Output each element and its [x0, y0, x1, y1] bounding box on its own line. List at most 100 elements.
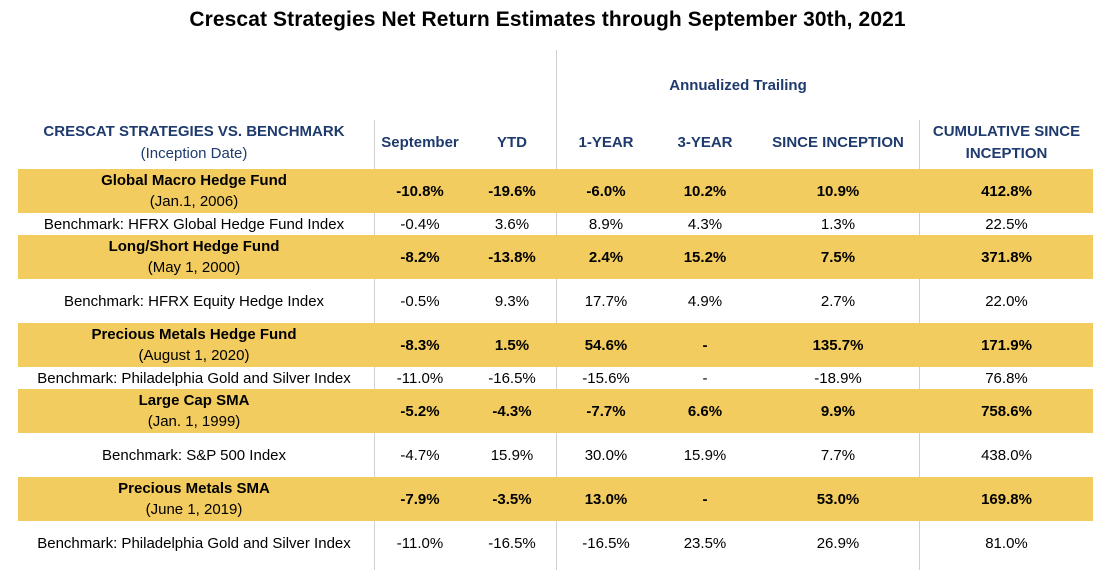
strategy-row: Large Cap SMA (Jan. 1, 1999) -5.2% -4.3% -7.… — [18, 389, 1093, 433]
value-cell: 2.7% — [820, 292, 856, 310]
value-cell: -8.2% — [400, 248, 440, 266]
strategy-name-cell: Long/Short Hedge Fund (May 1, 2000) — [18, 235, 370, 279]
strategy-name-cell: Precious Metals Hedge Fund (August 1, 202… — [18, 323, 370, 367]
value-cell: 4.9% — [687, 292, 723, 310]
header-column-1: September — [381, 134, 459, 151]
value-cell: -10.8% — [396, 182, 444, 200]
benchmark-row: Benchmark: Philadelphia Gold and Silver … — [18, 521, 1093, 565]
value-cell: - — [702, 336, 708, 354]
inception-date: (May 1, 2000) — [147, 259, 241, 276]
value-cell: 22.0% — [985, 292, 1028, 310]
header-column-2: YTD — [497, 134, 527, 151]
value-cell: 81.0% — [985, 534, 1028, 552]
value-cell: 15.2% — [683, 248, 727, 266]
value-cell: 7.5% — [820, 248, 856, 266]
value-cell: 53.0% — [816, 490, 860, 508]
benchmark-name: Benchmark: Philadelphia Gold and Silver … — [37, 369, 351, 387]
value-cell: -6.0% — [586, 182, 626, 200]
header-column-6: CUMULATIVE SINCE INCEPTION — [932, 123, 1081, 162]
value-cell: -7.7% — [586, 402, 626, 420]
value-cell: 15.9% — [490, 446, 534, 464]
value-cell: -16.5% — [488, 534, 536, 552]
benchmark-row: Benchmark: HFRX Global Hedge Fund Index -… — [18, 213, 1093, 235]
value-cell: 15.9% — [683, 446, 727, 464]
value-cell: 6.6% — [687, 402, 723, 420]
benchmark-name: Benchmark: HFRX Equity Hedge Index — [63, 292, 325, 310]
value-cell: 169.8% — [981, 490, 1032, 508]
benchmark-name: Benchmark: S&P 500 Index — [102, 446, 286, 464]
benchmark-name-cell: Benchmark: HFRX Equity Hedge Index — [18, 279, 370, 323]
strategy-name: Precious Metals Hedge Fund — [91, 326, 297, 343]
benchmark-name: Benchmark: HFRX Global Hedge Fund Index — [43, 215, 345, 233]
header-name-label: CRESCAT STRATEGIES VS. BENCHMARK — [43, 123, 345, 140]
inception-date: (Jan.1, 2006) — [149, 193, 239, 210]
value-cell: 412.8% — [981, 182, 1032, 200]
value-cell: -5.2% — [400, 402, 440, 420]
value-cell: 23.5% — [683, 534, 727, 552]
value-cell: -13.8% — [488, 248, 536, 266]
strategy-name-cell: Large Cap SMA (Jan. 1, 1999) — [18, 389, 370, 433]
value-cell: 9.3% — [494, 292, 530, 310]
value-cell: 171.9% — [981, 336, 1032, 354]
value-cell: -4.7% — [400, 446, 440, 464]
value-cell: - — [702, 369, 708, 387]
strategy-name: Long/Short Hedge Fund — [108, 238, 280, 255]
value-cell: 3.6% — [494, 215, 530, 233]
value-cell: 30.0% — [584, 446, 628, 464]
benchmark-name-cell: Benchmark: Philadelphia Gold and Silver … — [18, 521, 370, 565]
value-cell: -8.3% — [400, 336, 440, 354]
benchmark-row: Benchmark: S&P 500 Index -4.7% 15.9% 30.0% 1… — [18, 433, 1093, 477]
value-cell: 26.9% — [816, 534, 860, 552]
strategy-name: Precious Metals SMA — [118, 480, 270, 497]
strategy-row: Long/Short Hedge Fund (May 1, 2000) -8.2% -… — [18, 235, 1093, 279]
value-cell: -16.5% — [488, 369, 536, 387]
value-cell: -18.9% — [814, 369, 862, 387]
header-column-5: SINCE INCEPTION — [772, 134, 904, 151]
value-cell: -4.3% — [492, 402, 532, 420]
value-cell: 438.0% — [981, 446, 1032, 464]
inception-date: (Jan. 1, 1999) — [147, 413, 241, 430]
strategy-name: Large Cap SMA — [138, 392, 250, 409]
strategy-name-cell: Precious Metals SMA (June 1, 2019) — [18, 477, 370, 521]
header-column-3: 1-YEAR — [578, 134, 634, 151]
strategy-row: Global Macro Hedge Fund (Jan.1, 2006) -10.… — [18, 169, 1093, 213]
value-cell: 1.3% — [820, 215, 856, 233]
value-cell: -15.6% — [582, 369, 630, 387]
strategy-row: Precious Metals SMA (June 1, 2019) -7.9% -3… — [18, 477, 1093, 521]
benchmark-row: Benchmark: Philadelphia Gold and Silver … — [18, 367, 1093, 389]
returns-table: Annualized Trailing CRESCAT STRATEGIES V… — [18, 50, 1093, 570]
benchmark-name-cell: Benchmark: S&P 500 Index — [18, 433, 370, 477]
value-cell: 4.3% — [687, 215, 723, 233]
value-cell: 13.0% — [584, 490, 628, 508]
group-header: Annualized Trailing — [669, 77, 807, 94]
value-cell: -11.0% — [396, 534, 444, 552]
value-cell: -0.4% — [400, 215, 440, 233]
value-cell: 17.7% — [584, 292, 628, 310]
value-cell: 7.7% — [820, 446, 856, 464]
benchmark-name-cell: Benchmark: HFRX Global Hedge Fund Index — [18, 213, 370, 235]
header-name-column: CRESCAT STRATEGIES VS. BENCHMARK (Incept… — [18, 121, 370, 165]
value-cell: 22.5% — [985, 215, 1028, 233]
value-cell: -0.5% — [400, 292, 440, 310]
strategy-row: Precious Metals Hedge Fund (August 1, 202… — [18, 323, 1093, 367]
column-divider — [556, 50, 557, 570]
header-name-sublabel: (Inception Date) — [140, 145, 248, 162]
benchmark-row: Benchmark: HFRX Equity Hedge Index -0.5% 9… — [18, 279, 1093, 323]
value-cell: -3.5% — [492, 490, 532, 508]
value-cell: 10.2% — [683, 182, 727, 200]
benchmark-name-cell: Benchmark: Philadelphia Gold and Silver … — [18, 367, 370, 389]
inception-date: (August 1, 2020) — [138, 347, 250, 364]
value-cell: 54.6% — [584, 336, 628, 354]
value-cell: 1.5% — [494, 336, 530, 354]
value-cell: 10.9% — [816, 182, 860, 200]
table-title: Crescat Strategies Net Return Estimates … — [189, 8, 906, 31]
value-cell: 76.8% — [985, 369, 1028, 387]
value-cell: 2.4% — [588, 248, 624, 266]
value-cell: 135.7% — [812, 336, 864, 354]
value-cell: 371.8% — [981, 248, 1032, 266]
value-cell: 8.9% — [588, 215, 624, 233]
value-cell: - — [702, 490, 708, 508]
value-cell: 9.9% — [820, 402, 856, 420]
value-cell: -7.9% — [400, 490, 440, 508]
value-cell: -19.6% — [488, 182, 536, 200]
